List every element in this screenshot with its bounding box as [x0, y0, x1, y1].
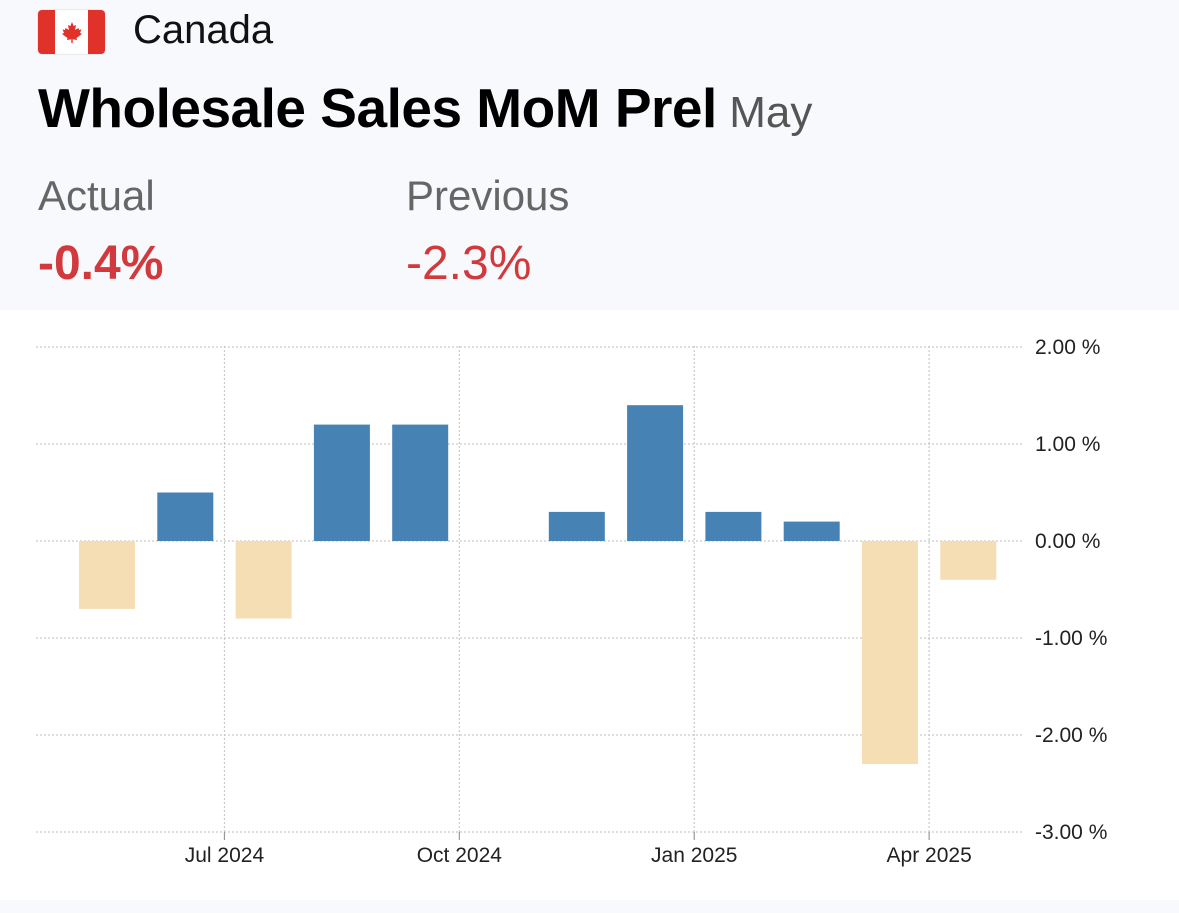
bar-2025-02: [705, 511, 762, 541]
previous-label: Previous: [406, 172, 570, 219]
indicator-title: Wholesale Sales MoM Prel: [38, 77, 717, 139]
bar-2024-10: [392, 424, 449, 541]
bar-2024-08: [235, 541, 292, 619]
period-label: May: [729, 88, 813, 137]
bar-2024-06: [79, 541, 135, 609]
country-name: Canada: [133, 8, 274, 52]
x-tick-label: Oct 2024: [417, 844, 503, 867]
bar-2025-03: [783, 521, 840, 541]
x-tick-label: Apr 2025: [887, 844, 972, 867]
bar-2025-01: [627, 405, 684, 541]
header: Canada Wholesale Sales MoM Prel May Actu…: [0, 0, 1179, 310]
bar-2024-09: [313, 424, 370, 541]
y-tick-label: -3.00 %: [1035, 821, 1107, 844]
y-tick-label: 2.00 %: [1035, 336, 1100, 359]
bar-2025-05: [940, 541, 997, 580]
x-tick-label: Jan 2025: [651, 844, 737, 867]
actual-value: -0.4%: [38, 237, 164, 290]
y-tick-label: 1.00 %: [1035, 433, 1100, 456]
indicator-title-row: Wholesale Sales MoM Prel May: [38, 76, 812, 140]
chart-area: 2.00 % 1.00 % 0.00 % -1.00 % -2.00 % -3.00 % J…: [0, 310, 1179, 900]
y-tick-label: -1.00 %: [1035, 627, 1107, 650]
previous-value: -2.3%: [406, 237, 532, 290]
x-tick-label: Jul 2024: [185, 844, 265, 867]
previous-stat: Previous -2.3%: [406, 172, 569, 292]
actual-stat: Actual -0.4%: [38, 172, 163, 292]
bar-chart: 2.00 % 1.00 % 0.00 % -1.00 % -2.00 % -3.00 % J…: [36, 336, 1107, 867]
bar-2024-12: [548, 511, 605, 541]
bar-2024-07: [157, 492, 214, 541]
canada-flag-icon: [38, 10, 105, 54]
footer-strip: [0, 900, 1179, 913]
y-tick-label: -2.00 %: [1035, 724, 1107, 747]
y-tick-label: 0.00 %: [1035, 530, 1100, 553]
actual-label: Actual: [38, 172, 155, 219]
bar-2025-04: [862, 541, 918, 765]
